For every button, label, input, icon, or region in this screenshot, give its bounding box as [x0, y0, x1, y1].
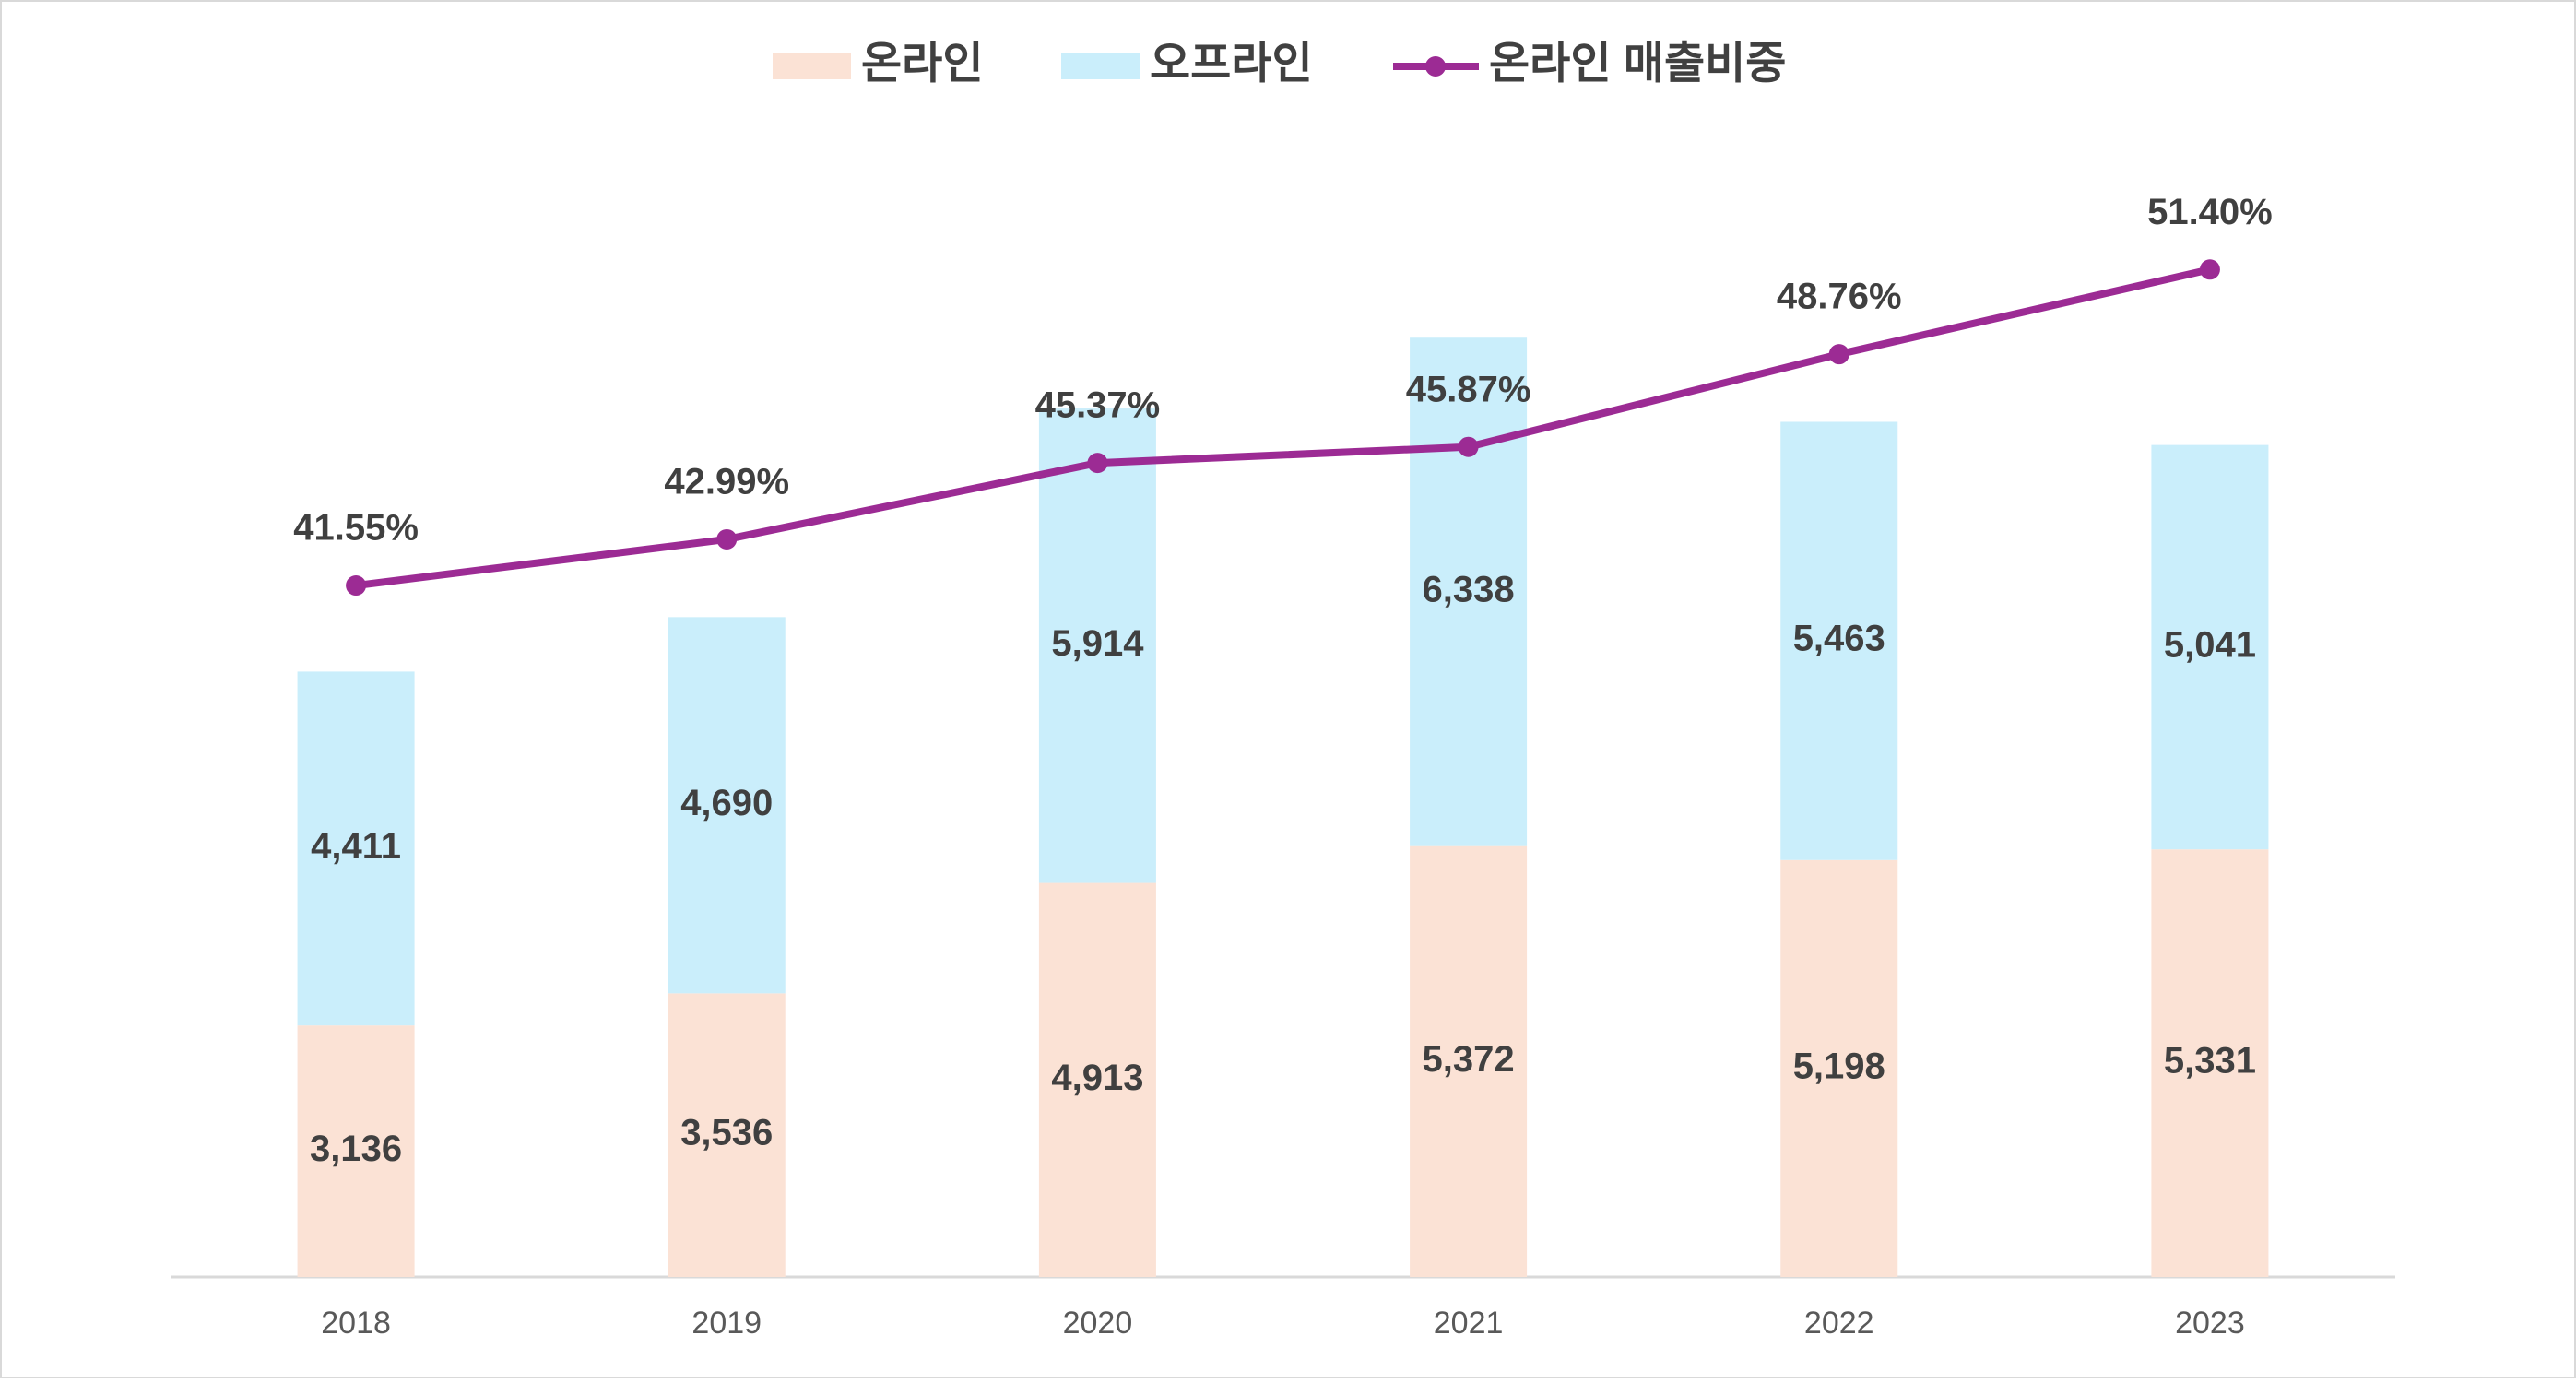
- line-marker: [716, 528, 738, 550]
- line-label: 42.99%: [664, 462, 789, 502]
- line-label: 45.87%: [1406, 369, 1531, 409]
- bar-label: 3,536: [680, 1113, 773, 1153]
- x-tick-label: 2018: [321, 1306, 391, 1341]
- bar-label: 6,338: [1423, 569, 1515, 609]
- legend-swatch: [773, 53, 851, 79]
- bar-label: 4,411: [311, 826, 401, 867]
- bar-label: 5,463: [1793, 619, 1885, 659]
- bar-label: 3,136: [310, 1129, 402, 1169]
- bar: [1780, 421, 1898, 860]
- line-marker: [346, 575, 367, 597]
- bar-label: 5,372: [1423, 1039, 1515, 1080]
- bar-label: 5,914: [1051, 623, 1144, 664]
- x-tick-label: 2021: [1434, 1306, 1504, 1341]
- x-tick-label: 2019: [691, 1306, 762, 1341]
- line-marker: [1828, 344, 1849, 365]
- bar: [668, 617, 786, 994]
- bar: [1410, 337, 1528, 846]
- line-label: 45.37%: [1035, 385, 1161, 426]
- x-tick-label: 2022: [1804, 1306, 1874, 1341]
- bar-label: 4,690: [680, 783, 773, 823]
- legend-label: 오프라인: [1150, 40, 1313, 89]
- line-marker: [1087, 453, 1108, 474]
- line-label: 41.55%: [293, 508, 419, 549]
- bar: [297, 671, 415, 1026]
- bar-label: 5,041: [2164, 624, 2256, 665]
- line-label: 48.76%: [1777, 277, 1902, 317]
- bar: [668, 993, 786, 1277]
- line-marker: [1458, 436, 1479, 457]
- legend-label: 온라인: [861, 40, 983, 89]
- bar: [2151, 849, 2269, 1277]
- bar-label: 5,331: [2164, 1041, 2256, 1082]
- legend-marker: [1425, 56, 1446, 77]
- legend-swatch: [1061, 53, 1140, 79]
- bar: [1410, 845, 1528, 1277]
- bar: [2151, 444, 2269, 850]
- line: [355, 266, 2211, 590]
- bar-label: 5,198: [1793, 1046, 1885, 1086]
- x-tick-label: 2023: [2175, 1306, 2245, 1341]
- bar: [1780, 859, 1898, 1277]
- legend-label: 온라인 매출비중: [1489, 40, 1786, 89]
- bar: [1038, 882, 1156, 1277]
- bar: [297, 1025, 415, 1277]
- line-marker: [2199, 259, 2220, 280]
- line-label: 51.40%: [2147, 192, 2273, 232]
- bar-label: 4,913: [1051, 1058, 1143, 1098]
- bar: [1038, 408, 1156, 883]
- x-tick-label: 2020: [1063, 1306, 1133, 1341]
